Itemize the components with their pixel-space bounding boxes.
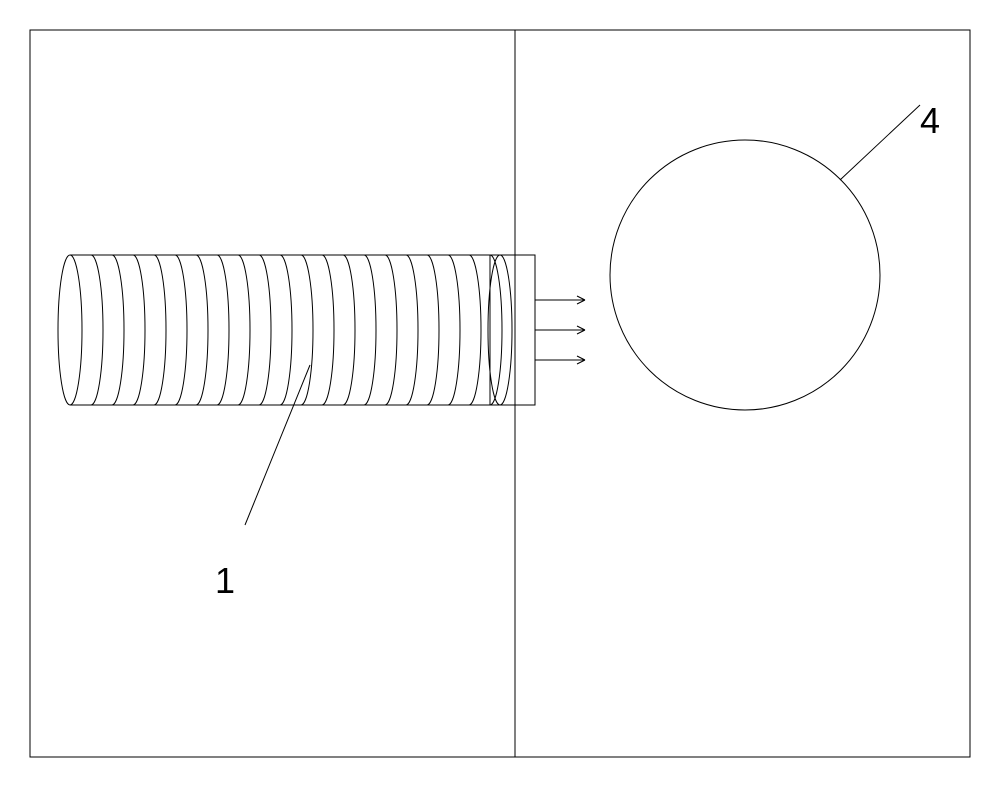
label-1: 1 bbox=[215, 560, 235, 602]
leader-line-4 bbox=[840, 105, 920, 180]
diagram-svg bbox=[0, 0, 1000, 787]
coil bbox=[58, 255, 512, 405]
leader-line-1 bbox=[245, 365, 310, 525]
diagram-root: 1 4 bbox=[0, 0, 1000, 787]
label-4: 4 bbox=[920, 100, 940, 142]
target-circle bbox=[610, 140, 880, 410]
outer-frame bbox=[30, 30, 970, 757]
field-arrows bbox=[535, 296, 585, 364]
